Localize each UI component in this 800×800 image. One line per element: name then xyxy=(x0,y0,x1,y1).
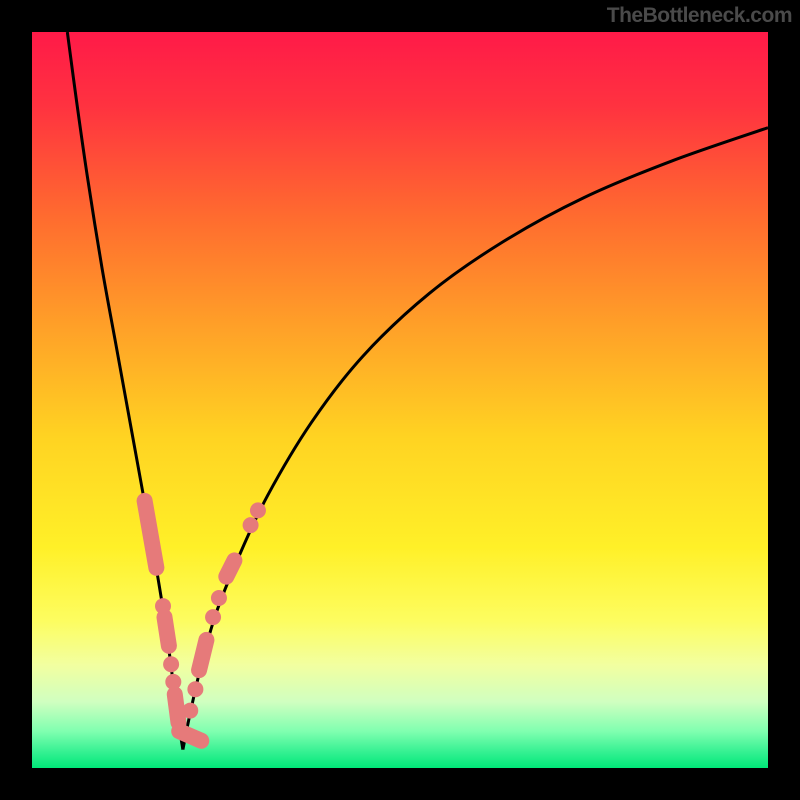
data-marker-dot xyxy=(163,656,179,672)
data-marker-capsule xyxy=(179,731,201,741)
data-marker-capsule xyxy=(164,617,168,646)
watermark-text: TheBottleneck.com xyxy=(607,4,792,28)
data-marker-dot xyxy=(243,517,259,533)
data-marker-capsule xyxy=(226,560,234,576)
bottleneck-chart xyxy=(0,0,800,800)
data-marker-dot xyxy=(205,609,221,625)
data-marker-dot xyxy=(187,681,203,697)
data-marker-dot xyxy=(211,590,227,606)
chart-container: TheBottleneck.com xyxy=(0,0,800,800)
chart-background xyxy=(32,32,768,768)
data-marker-dot xyxy=(250,502,266,518)
data-marker-capsule xyxy=(199,640,206,670)
data-marker-capsule xyxy=(175,694,179,722)
data-marker-dot xyxy=(182,703,198,719)
